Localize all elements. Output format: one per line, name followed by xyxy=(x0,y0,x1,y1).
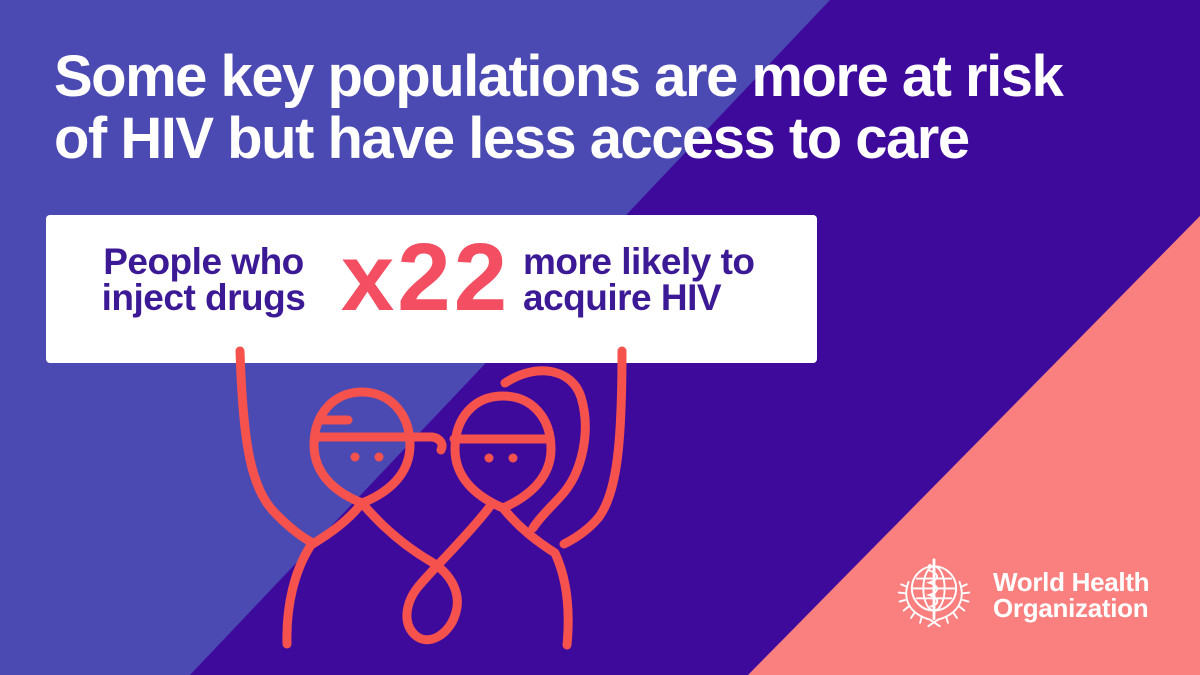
outcome-label-line-2: acquire HIV xyxy=(523,277,722,318)
headline-line-1: Some key populations are more at risk xyxy=(54,44,1064,109)
who-logo: World Health Organization xyxy=(893,551,1150,639)
headline: Some key populations are more at risk of… xyxy=(54,44,1064,171)
population-label-line-1: People who xyxy=(103,241,304,282)
outcome-label-line-1: more likely to xyxy=(523,241,755,282)
population-label: People who inject drugs xyxy=(86,241,321,318)
who-wordmark-line-2: Organization xyxy=(993,593,1149,623)
multiplier-value: x22 xyxy=(340,224,511,331)
stat-card: People who inject drugs x22 more likely … xyxy=(46,215,817,363)
outcome-label: more likely to acquire HIV xyxy=(523,241,755,318)
headline-line-2: of HIV but have less access to care xyxy=(54,106,970,171)
who-wordmark: World Health Organization xyxy=(993,567,1150,623)
population-label-line-2: inject drugs xyxy=(101,277,306,318)
who-emblem-icon xyxy=(897,558,971,628)
who-wordmark-line-1: World Health xyxy=(993,567,1150,597)
